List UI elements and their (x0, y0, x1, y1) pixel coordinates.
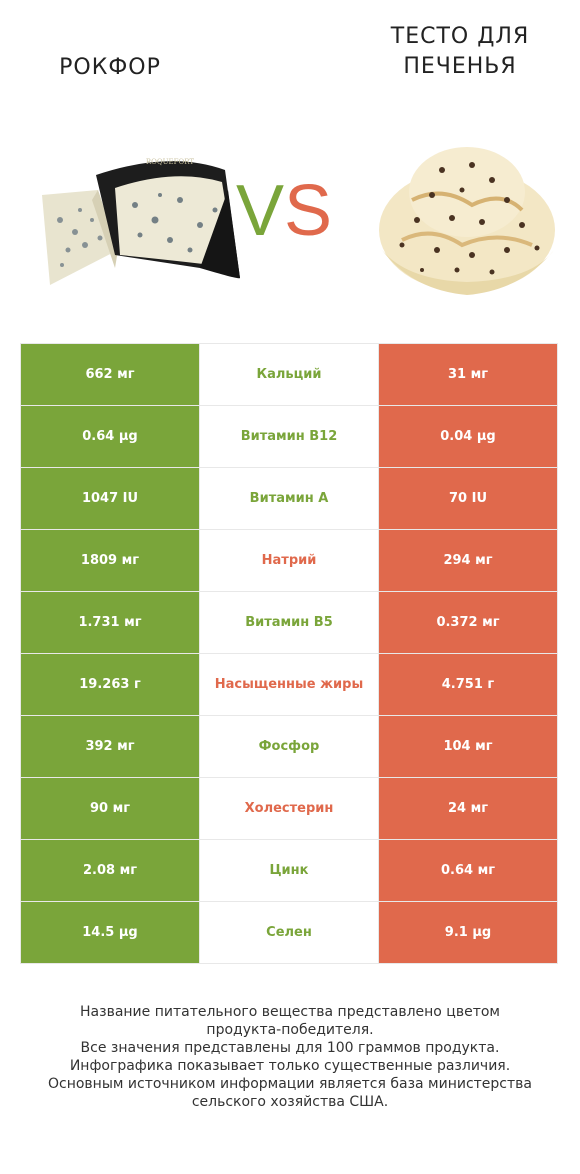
left-value: 0.64 µg (20, 405, 200, 468)
footer-line: Инфографика показывает только существенн… (69, 1058, 511, 1074)
table-row: 1809 мг Натрий 294 мг (20, 529, 558, 592)
right-value: 0.372 мг (378, 591, 558, 654)
footer-line: сельского хозяйства США. (191, 1094, 389, 1110)
right-title-line-1: ТЕСТО ДЛЯ (390, 24, 530, 49)
table-row: 1.731 мг Витамин B5 0.372 мг (20, 591, 558, 654)
right-value: 0.04 µg (378, 405, 558, 468)
left-value: 19.263 г (20, 653, 200, 716)
left-value: 14.5 µg (20, 901, 200, 964)
nutrient-name: Витамин A (199, 467, 379, 530)
table-row: 2.08 мг Цинк 0.64 мг (20, 839, 558, 902)
left-value: 1047 IU (20, 467, 200, 530)
vs-label: VS (236, 166, 332, 256)
right-value: 104 мг (378, 715, 558, 778)
nutrient-name: Фосфор (199, 715, 379, 778)
nutrient-comparison-table: 662 мг Кальций 31 мг 0.64 µg Витамин B12… (20, 343, 558, 964)
vs-s-letter: S (284, 171, 333, 251)
left-value: 2.08 мг (20, 839, 200, 902)
right-title-line-2: ПЕЧЕНЬЯ (403, 54, 517, 79)
right-value: 294 мг (378, 529, 558, 592)
table-row: 0.64 µg Витамин B12 0.04 µg (20, 405, 558, 468)
left-value: 90 мг (20, 777, 200, 840)
right-value: 24 мг (378, 777, 558, 840)
left-value: 662 мг (20, 343, 200, 406)
nutrient-name: Витамин B5 (199, 591, 379, 654)
nutrient-name: Цинк (199, 839, 379, 902)
roquefort-brand-label: ROQUEFORT (146, 158, 195, 166)
table-row: 1047 IU Витамин A 70 IU (20, 467, 558, 530)
table-row: 19.263 г Насыщенные жиры 4.751 г (20, 653, 558, 716)
right-value: 4.751 г (378, 653, 558, 716)
nutrient-name: Витамин B12 (199, 405, 379, 468)
right-value: 9.1 µg (378, 901, 558, 964)
left-value: 1.731 мг (20, 591, 200, 654)
nutrient-name: Натрий (199, 529, 379, 592)
right-value: 31 мг (378, 343, 558, 406)
left-value: 392 мг (20, 715, 200, 778)
nutrient-name: Насыщенные жиры (199, 653, 379, 716)
footer-notes: Название питательного вещества представл… (20, 1003, 560, 1111)
footer-line: Основным источником информации является … (48, 1076, 532, 1092)
footer-line: продукта-победителя. (206, 1022, 374, 1038)
vs-v-letter: V (236, 171, 285, 251)
roquefort-cheese-image: ROQUEFORT (42, 158, 240, 285)
right-product-title: ТЕСТО ДЛЯ ПЕЧЕНЬЯ (360, 22, 560, 82)
left-product-title: РОКФОР (59, 55, 161, 80)
nutrient-name: Холестерин (199, 777, 379, 840)
nutrient-name: Кальций (199, 343, 379, 406)
right-value: 70 IU (378, 467, 558, 530)
footer-line: Название питательного вещества представл… (80, 1004, 500, 1020)
left-value: 1809 мг (20, 529, 200, 592)
table-row: 662 мг Кальций 31 мг (20, 343, 558, 406)
table-row: 90 мг Холестерин 24 мг (20, 777, 558, 840)
cookie-dough-ice-cream-image (379, 147, 555, 295)
nutrient-name: Селен (199, 901, 379, 964)
table-row: 14.5 µg Селен 9.1 µg (20, 901, 558, 964)
right-value: 0.64 мг (378, 839, 558, 902)
footer-line: Все значения представлены для 100 граммо… (80, 1040, 500, 1056)
table-row: 392 мг Фосфор 104 мг (20, 715, 558, 778)
